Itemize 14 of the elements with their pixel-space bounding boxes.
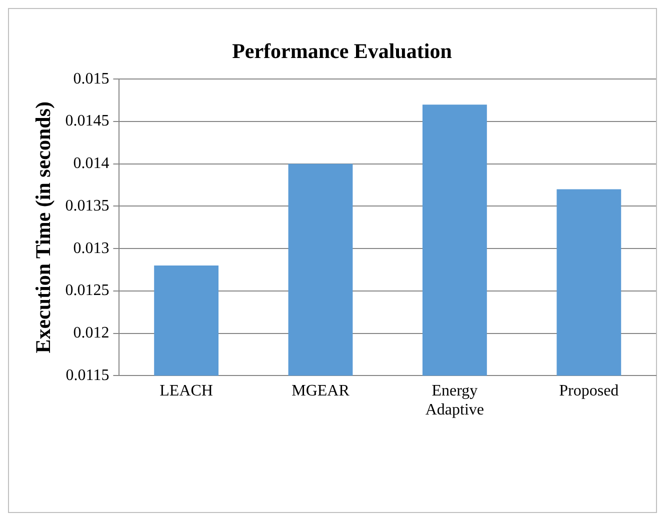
y-tick-label: 0.015 <box>73 70 110 88</box>
x-tick-label: LEACH <box>160 382 214 400</box>
y-tick-label: 0.0135 <box>65 197 110 214</box>
y-tick-label: 0.0125 <box>65 282 110 300</box>
x-tick-label: Energy Adaptive <box>425 382 484 419</box>
y-tick-label: 0.012 <box>73 324 110 342</box>
y-tick-label: 0.0145 <box>65 112 110 130</box>
y-tick-label: 0.013 <box>73 240 110 257</box>
x-tick-label: MGEAR <box>292 382 350 400</box>
x-tick-label: Proposed <box>559 382 619 400</box>
y-axis-title: Execution Time (in seconds) <box>31 101 56 354</box>
y-tick-label: 0.0115 <box>66 366 110 384</box>
y-tick-label: 0.014 <box>73 155 110 172</box>
chart-title: Performance Evaluation <box>232 39 452 64</box>
